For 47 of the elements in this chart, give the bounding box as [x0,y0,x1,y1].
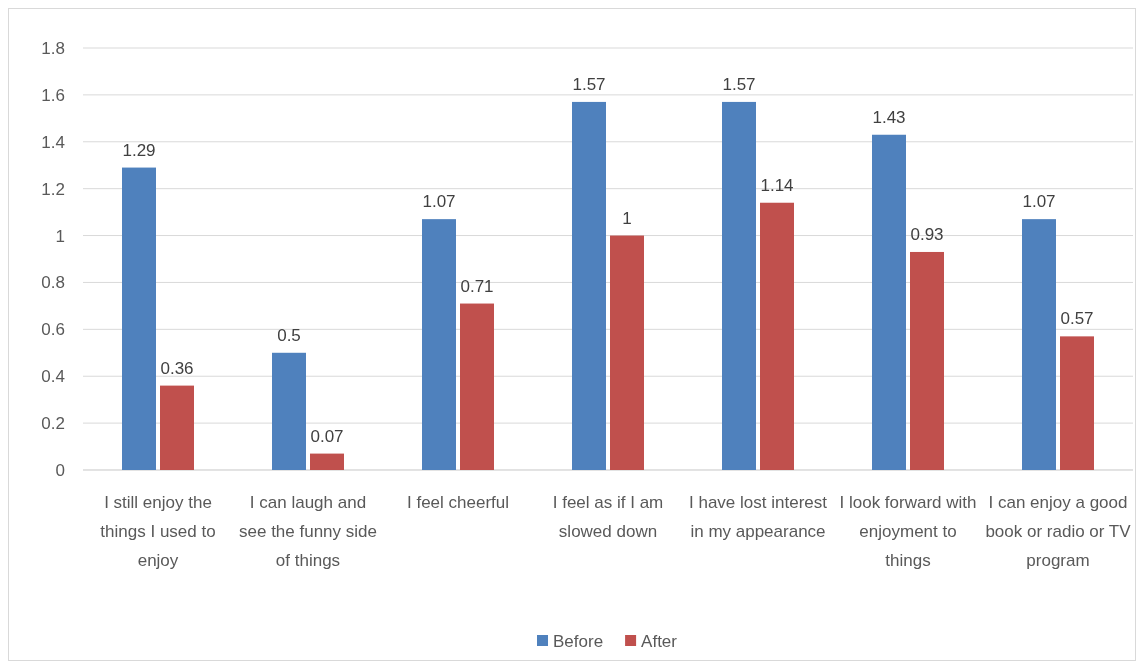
bar [872,134,906,470]
data-label: 1.57 [722,74,756,94]
data-label: 0.5 [277,325,301,345]
y-tick-label: 0.8 [41,273,65,293]
data-label: 1.07 [1022,192,1056,212]
data-label: 1.14 [760,175,794,195]
data-label: 0.93 [910,224,944,244]
y-tick-label: 1 [55,226,65,246]
x-tick-label: I feel as if I am slowed down [552,493,664,541]
bar [310,453,344,470]
y-tick-label: 0.4 [41,367,65,387]
bar [160,385,194,470]
y-tick-label: 1.4 [41,132,65,152]
bar [910,251,944,470]
x-tick-label: I can enjoy a good book or radio or TV program [985,493,1132,570]
y-tick-label: 0.2 [41,414,65,434]
y-tick-label: 0 [55,460,65,480]
legend-label: After [641,631,678,651]
data-label: 0.57 [1060,309,1094,329]
data-label: 1 [622,208,632,228]
bar [610,235,644,470]
data-label: 1.57 [572,74,606,94]
bar [1060,336,1094,470]
y-tick-label: 1.6 [41,85,65,105]
bar [760,202,794,470]
data-label: 1.43 [872,107,906,127]
data-label: 0.71 [460,276,494,296]
data-label: 0.07 [310,426,344,446]
data-label: 1.07 [422,192,456,212]
bar [272,352,306,470]
bar [722,101,756,470]
x-tick-label: I feel cheerful [406,493,510,512]
data-label: 0.36 [160,358,194,378]
y-tick-label: 0.6 [41,320,65,340]
x-tick-label: I still enjoy the things I used to enjoy [100,493,216,570]
bar [460,303,494,470]
x-tick-label: I can laugh and see the funny side of things [239,493,377,570]
x-tick-label: I look forward with enjoyment to things [839,493,977,570]
y-tick-label: 1.8 [41,38,65,58]
legend-label: Before [553,631,604,651]
x-tick-label: I have lost interest in my appearance [689,493,828,541]
bar [1022,219,1056,470]
bar [122,167,156,470]
bar [422,219,456,470]
y-tick-label: 1.2 [41,179,65,199]
bar [572,101,606,470]
data-label: 1.29 [122,140,156,160]
